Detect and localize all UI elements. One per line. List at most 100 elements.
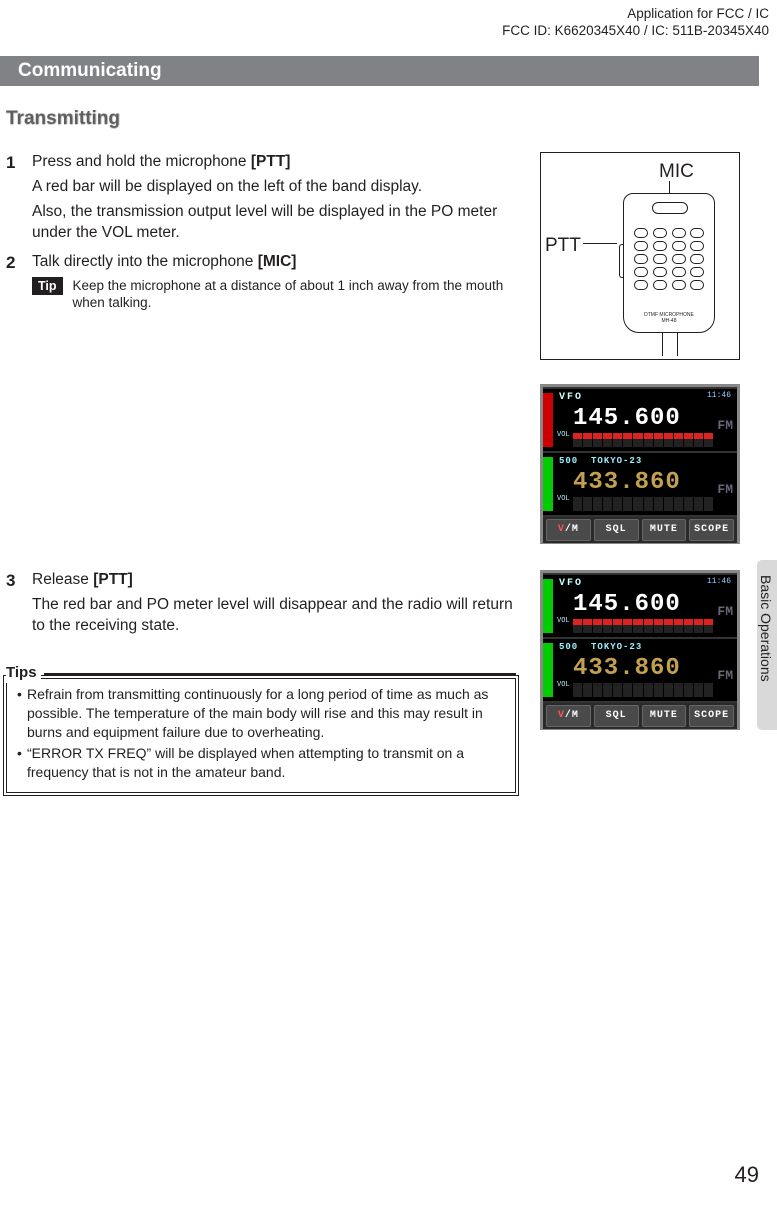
rx-green-bar-bottom: [543, 643, 553, 697]
step-3: 3 Release [PTT] The red bar and PO meter…: [6, 570, 516, 641]
radio-top-band-rx: VFO 11:46 145.600 FM VOL: [543, 575, 737, 637]
fm-label-2: FM: [717, 481, 733, 499]
step-3-text-2: The red bar and PO meter level will disa…: [32, 595, 516, 637]
step-1-body: Press and hold the microphone [PTT] A re…: [32, 152, 516, 248]
softkey-vm-rx: V/M: [546, 705, 591, 727]
time-label: 11:46: [707, 391, 731, 402]
s-meter: [573, 497, 713, 511]
softkey-sql-rx: SQL: [594, 705, 639, 727]
step-2-body: Talk directly into the microphone [MIC] …: [32, 252, 516, 312]
step-1-text-2: A red bar will be displayed on the left …: [32, 177, 516, 198]
mic-key: [690, 241, 704, 251]
tip-badge: Tip: [32, 277, 63, 295]
step-2-number: 2: [6, 252, 32, 312]
section-title: Communicating: [18, 58, 162, 84]
mic-key: [653, 280, 667, 290]
vol-label-2: VOL: [557, 495, 570, 504]
bottom-frequency-rx: 433.860: [573, 653, 681, 685]
step-3-body: Release [PTT] The red bar and PO meter l…: [32, 570, 516, 641]
mic-key: [634, 254, 648, 264]
mic-key: [634, 267, 648, 277]
step-3-number: 3: [6, 570, 32, 641]
vol-meter-rx: [573, 619, 713, 633]
radio-softkeys: V/M SQL MUTE SCOPE: [543, 517, 737, 543]
step-1: 1 Press and hold the microphone [PTT] A …: [6, 152, 516, 248]
tips-item-2: “ERROR TX FREQ” will be displayed when a…: [15, 744, 507, 782]
mic-key: [690, 254, 704, 264]
rx-green-bar-top: [543, 579, 553, 633]
mic-key: [634, 228, 648, 238]
mic-body: DTMF MICROPHONE MH-48: [623, 193, 715, 333]
step-2-text-a: Talk directly into the microphone: [32, 253, 258, 270]
mic-key: [690, 267, 704, 277]
step-1-ptt-ref: [PTT]: [251, 153, 291, 170]
mic-model-text: DTMF MICROPHONE MH-48: [624, 313, 714, 324]
mic-key: [672, 254, 686, 264]
step-1-number: 1: [6, 152, 32, 248]
tips-box: Tips Refrain from transmitting continuou…: [6, 654, 516, 793]
radio-softkeys-rx: V/M SQL MUTE SCOPE: [543, 703, 737, 729]
mem-label-rx: 500 TOKYO-23: [559, 641, 642, 653]
mic-key: [672, 241, 686, 251]
step-3-ptt-ref: [PTT]: [93, 571, 133, 588]
vol-label-rx: VOL: [557, 617, 570, 626]
softkey-mute-rx: MUTE: [642, 705, 687, 727]
subheading-transmitting: Transmitting: [6, 106, 120, 132]
step-2: 2 Talk directly into the microphone [MIC…: [6, 252, 516, 312]
bottom-frequency: 433.860: [573, 467, 681, 499]
mic-key: [634, 280, 648, 290]
softkey-mute: MUTE: [642, 519, 687, 541]
side-tab-label: Basic Operations: [756, 575, 775, 682]
radio-display-transmitting: VFO 11:46 145.600 FM VOL 500 TOKYO-23 43…: [540, 384, 740, 544]
page-number: 49: [735, 1160, 759, 1190]
ptt-label: PTT: [545, 233, 581, 259]
mic-label: MIC: [659, 159, 694, 185]
mic-key: [672, 267, 686, 277]
mic-ptt-button: [619, 244, 624, 278]
time-label-rx: 11:46: [707, 577, 731, 588]
mic-key: [690, 280, 704, 290]
s-meter-rx: [573, 683, 713, 697]
softkey-sql: SQL: [594, 519, 639, 541]
mic-keypad: [634, 228, 706, 290]
mem-label: 500 TOKYO-23: [559, 455, 642, 467]
softkey-vm: V/M: [546, 519, 591, 541]
tx-red-bar: [543, 393, 553, 447]
radio-bottom-band: 500 TOKYO-23 433.860 FM VOL: [543, 453, 737, 515]
mic-key: [634, 241, 648, 251]
mic-grille: [652, 202, 688, 214]
tips-box-inner: Refrain from transmitting continuously f…: [6, 678, 516, 792]
mic-cord: [662, 332, 678, 356]
fm-label: FM: [717, 417, 733, 435]
rx-green-bar: [543, 457, 553, 511]
vol-label: VOL: [557, 431, 570, 440]
mic-key: [672, 280, 686, 290]
mic-model-line2: MH-48: [624, 319, 714, 325]
fm-label-rx: FM: [717, 603, 733, 621]
fm-label-2-rx: FM: [717, 667, 733, 685]
tips-item-1: Refrain from transmitting continuously f…: [15, 685, 507, 742]
mic-key: [690, 228, 704, 238]
radio-display-receiving: VFO 11:46 145.600 FM VOL 500 TOKYO-23 43…: [540, 570, 740, 730]
mic-key: [653, 267, 667, 277]
softkey-scope-rx: SCOPE: [689, 705, 734, 727]
ptt-leader-line: [583, 243, 617, 244]
step-1-text-a: Press and hold the microphone: [32, 153, 251, 170]
po-meter: [573, 433, 713, 447]
top-frequency: 145.600: [573, 403, 681, 435]
step-3-text-a: Release: [32, 571, 93, 588]
radio-bottom-band-rx: 500 TOKYO-23 433.860 FM VOL: [543, 639, 737, 701]
step-3-block: 3 Release [PTT] The red bar and PO meter…: [6, 570, 516, 645]
fcc-line1: Application for FCC / IC: [502, 6, 769, 23]
step-1-text-3: Also, the transmission output level will…: [32, 202, 516, 244]
radio-top-band: VFO 11:46 145.600 FM VOL: [543, 389, 737, 451]
microphone-diagram: MIC PTT DTMF MICROPHONE MH-48: [540, 152, 740, 360]
tips-label: Tips: [6, 663, 41, 683]
softkey-scope: SCOPE: [689, 519, 734, 541]
top-frequency-rx: 145.600: [573, 589, 681, 621]
fcc-line2: FCC ID: K6620345X40 / IC: 511B-20345X40: [502, 23, 769, 40]
fcc-header: Application for FCC / IC FCC ID: K662034…: [502, 6, 769, 40]
section-banner: Communicating: [0, 56, 759, 86]
tips-rule: [44, 673, 516, 675]
vol-label-2-rx: VOL: [557, 681, 570, 690]
